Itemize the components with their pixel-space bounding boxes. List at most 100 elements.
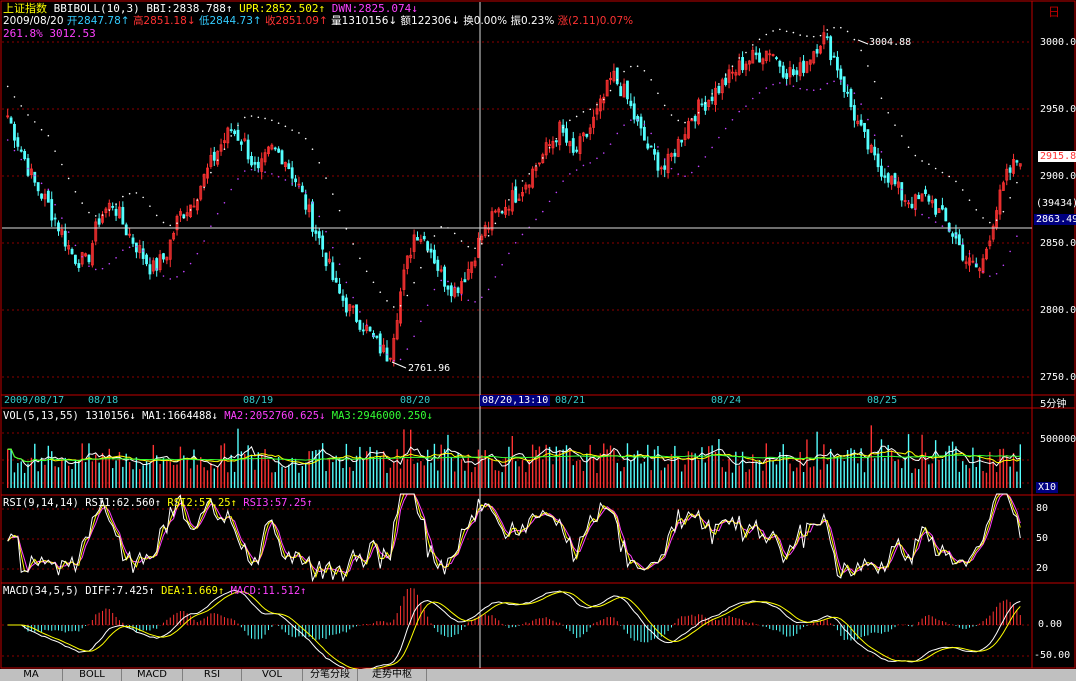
candle-body [937, 208, 941, 213]
candle-body [300, 185, 304, 193]
lower-band-dot [392, 359, 395, 362]
candle-body [6, 115, 10, 118]
candle-body [737, 60, 741, 75]
tab-macd[interactable]: MACD [122, 669, 183, 681]
fib-level: 261.8% 3012.53 [3, 27, 96, 40]
upper-band-dot [833, 26, 835, 29]
boll-bands [6, 26, 1018, 362]
candle-body [802, 60, 805, 73]
lower-band-dot [298, 185, 300, 188]
lower-band-dot [826, 82, 829, 85]
candle-body [598, 98, 602, 112]
upper-band-dot [819, 34, 822, 37]
candle-body [602, 96, 606, 104]
lower-band-dot [616, 132, 619, 135]
vol-ma1: MA1:1664488↓ [142, 410, 218, 422]
lower-band-dot [74, 244, 77, 247]
candle-body [588, 127, 592, 134]
candle-body [873, 146, 877, 156]
candle-body [927, 195, 931, 202]
candle-body [233, 130, 237, 135]
upper-band-dot [1009, 197, 1011, 199]
tab-vol[interactable]: VOL [242, 669, 303, 681]
candle-body [16, 137, 20, 147]
lower-band-dot [372, 335, 375, 337]
candle-body [40, 193, 43, 199]
candle-body [399, 291, 402, 324]
candle-body [985, 248, 988, 260]
upper-band-dot [684, 121, 686, 124]
candle-body [700, 103, 704, 106]
lower-band-dot [501, 263, 503, 266]
candle-body [951, 233, 954, 237]
upper-band-dot [162, 221, 165, 224]
upper-band-dot [521, 180, 524, 182]
lower-band-dot [785, 84, 788, 86]
lower-band-dot [1009, 250, 1011, 253]
upper-band-dot [995, 219, 998, 221]
candle-body [754, 52, 758, 56]
lower-band-dot [1016, 235, 1018, 238]
period-label[interactable]: 5分钟 [1040, 399, 1067, 410]
candle-body [209, 154, 213, 167]
upper-band-dot [765, 33, 768, 36]
candle-body [988, 240, 992, 247]
lower-band-dot [812, 89, 815, 92]
upper-band-dot [74, 190, 77, 193]
lower-band-dot [880, 151, 883, 153]
lower-band-dot [609, 143, 612, 145]
candle-body [890, 175, 894, 185]
upper-band-dot [33, 121, 36, 123]
tab-boll[interactable]: BOLL [63, 669, 122, 681]
candle-body [622, 83, 626, 98]
candle-body [87, 254, 91, 263]
upper-band-dot [474, 247, 476, 250]
upper-band-dot [453, 232, 456, 235]
candle-body [151, 260, 155, 272]
candle-body [500, 211, 504, 214]
candle-body [1018, 163, 1022, 167]
lower-band-dot [40, 182, 43, 185]
candle-body [941, 205, 944, 210]
dwn-value: DWN:2825.074↓ [331, 2, 418, 15]
candle-body [703, 101, 707, 111]
volume-ma-lines [7, 445, 1021, 468]
lower-band-dot [751, 97, 754, 100]
tab-zoushi[interactable]: 走势中枢 [358, 669, 427, 681]
candle-body [656, 152, 660, 171]
candle-body [961, 244, 965, 261]
vol-unit: X10 [1036, 482, 1059, 493]
candle-body [229, 129, 233, 132]
lower-band-dot [914, 208, 917, 210]
upper-band-dot [704, 102, 707, 105]
lower-band-dot [304, 191, 307, 194]
lower-band-dot [650, 132, 652, 135]
tab-fenbi[interactable]: 分笔分段 [303, 669, 358, 681]
tab-ma[interactable]: MA [0, 669, 63, 681]
candle-body [544, 142, 548, 156]
price-tick-2950: 2950.0 [1040, 104, 1076, 115]
candle-body [524, 184, 528, 190]
upper-band-dot [880, 97, 883, 100]
candle-body [687, 121, 690, 139]
upper-band-dot [399, 305, 402, 307]
upper-band-dot [277, 122, 280, 124]
upper-band-dot [47, 134, 50, 137]
upper-band-dot [961, 189, 964, 191]
lower-band-dot [271, 173, 273, 175]
lower-band-dot [961, 242, 964, 245]
candle-body [216, 150, 220, 165]
tab-rsi[interactable]: RSI [183, 669, 242, 681]
upper-band-dot [670, 114, 673, 116]
candle-body [168, 239, 172, 260]
candle-body [23, 151, 27, 160]
candle-body [304, 194, 308, 210]
candle-body [731, 71, 734, 74]
candle-body [585, 133, 589, 137]
upper-band-dot [318, 162, 321, 164]
period-corner-label[interactable]: 日 [1048, 5, 1061, 19]
lower-band-dot [115, 257, 117, 259]
candle-body [412, 234, 416, 252]
lower-band-dot [453, 286, 456, 288]
